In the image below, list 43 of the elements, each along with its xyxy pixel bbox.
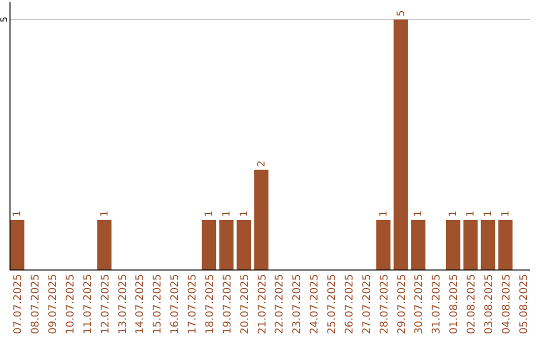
x-tick-label: 20.07.2025 [238, 274, 251, 334]
data-label: 1 [378, 210, 390, 217]
x-tick-label: 16.07.2025 [169, 274, 182, 334]
x-tick-label: 13.07.2025 [116, 274, 129, 334]
x-tick-label: 29.07.2025 [396, 274, 408, 334]
x-tick-label: 30.07.2025 [413, 274, 426, 334]
x-tick-label: 25.07.2025 [326, 274, 338, 334]
x-tick-label: 07.07.2025 [12, 274, 24, 334]
x-tick-label: 23.07.2025 [291, 274, 304, 334]
data-label: 1 [12, 210, 24, 217]
data-label: 1 [221, 210, 232, 217]
x-tick-label: 15.07.2025 [152, 274, 164, 334]
x-tick-label: 10.07.2025 [64, 274, 76, 334]
x-tick-label: 22.07.2025 [274, 274, 286, 334]
x-tick-label: 14.07.2025 [134, 274, 146, 334]
x-tick-label: 19.07.2025 [221, 274, 234, 334]
x-tick-label: 04.08.2025 [500, 274, 512, 334]
x-tick-label: 21.07.2025 [256, 274, 268, 334]
data-label: 1 [466, 210, 477, 217]
x-tick-label: 05.08.2025 [518, 274, 530, 334]
data-label: 2 [256, 160, 268, 167]
x-tick-label: 24.07.2025 [308, 274, 321, 334]
data-label: 1 [482, 210, 494, 217]
x-tick-label: 09.07.2025 [47, 274, 60, 334]
x-tick-label: 01.08.2025 [448, 274, 460, 334]
x-tick-label: 02.08.2025 [466, 274, 478, 334]
x-tick-label: 27.07.2025 [360, 274, 373, 334]
x-tick-label: 08.07.2025 [30, 274, 42, 334]
x-tick-label: 11.07.2025 [82, 274, 94, 334]
x-tick-label: 17.07.2025 [186, 274, 199, 334]
x-tick-label: 12.07.2025 [99, 274, 112, 334]
data-label: 1 [448, 210, 460, 217]
x-tick-label: 03.08.2025 [482, 274, 495, 334]
data-label: 1 [500, 210, 512, 217]
data-label: 1 [204, 210, 215, 217]
x-tick-label: 31.07.2025 [430, 274, 443, 334]
x-tick-label: 18.07.2025 [204, 274, 216, 334]
data-label: 5 [396, 10, 407, 17]
x-tick-label: 26.07.2025 [343, 274, 356, 334]
data-label: 1 [413, 210, 424, 217]
data-label: 1 [99, 210, 110, 217]
data-label: 1 [238, 210, 250, 217]
x-tick-label: 28.07.2025 [378, 274, 390, 334]
